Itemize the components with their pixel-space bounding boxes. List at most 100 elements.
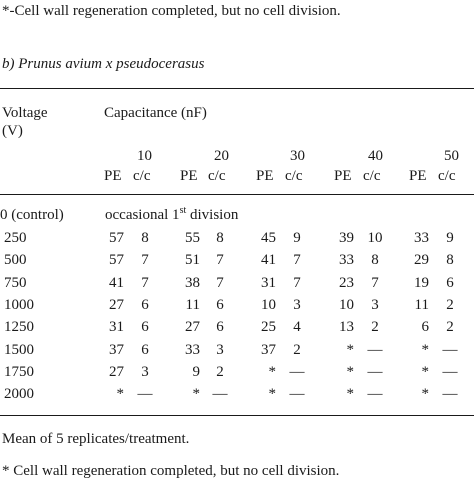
cc-cell: — <box>367 386 383 402</box>
voltage-cell: 1500 <box>4 342 34 358</box>
voltage-cell: 1000 <box>4 297 34 313</box>
voltage-cell: 2000 <box>4 386 34 402</box>
cc-cell: — <box>442 386 458 402</box>
cc-cell: — <box>367 364 383 380</box>
pe-header: PE <box>180 168 198 184</box>
pe-cell: 6 <box>421 319 430 335</box>
table-bottom-rule <box>0 415 474 416</box>
pe-cell: 51 <box>185 252 200 268</box>
pe-cell: 57 <box>109 252 124 268</box>
pe-header: PE <box>104 168 122 184</box>
cc-header: c/c <box>438 168 456 184</box>
pe-cell: 33 <box>339 252 354 268</box>
control-note-sup: st <box>179 205 187 216</box>
control-note-main: occasional 1 <box>105 207 180 223</box>
cc-cell: 7 <box>293 252 301 268</box>
cc-cell: 7 <box>141 252 149 268</box>
pe-cell: 37 <box>261 342 276 358</box>
voltage-cell: 1750 <box>4 364 34 380</box>
pe-cell: 31 <box>261 275 276 291</box>
cc-cell: 3 <box>141 364 149 380</box>
cc-cell: 8 <box>371 252 379 268</box>
cc-cell: 8 <box>446 252 454 268</box>
cc-cell: 3 <box>293 297 301 313</box>
pe-cell: 31 <box>109 319 124 335</box>
capacitance-value: 40 <box>368 148 383 164</box>
cc-cell: — <box>137 386 153 402</box>
pe-cell: 23 <box>339 275 354 291</box>
pe-cell: 41 <box>109 275 124 291</box>
cc-cell: 3 <box>371 297 379 313</box>
pe-cell: 29 <box>414 252 429 268</box>
cc-cell: 6 <box>216 297 224 313</box>
capacitance-value: 30 <box>290 148 305 164</box>
pe-cell: 9 <box>192 364 201 380</box>
pe-cell: * <box>346 386 355 402</box>
footnote-mean: Mean of 5 replicates/treatment. <box>2 431 190 447</box>
voltage-cell: 1250 <box>4 319 34 335</box>
cc-cell: 6 <box>446 275 454 291</box>
header-rule <box>0 194 474 195</box>
pe-cell: 11 <box>414 297 429 313</box>
pe-cell: * <box>192 386 201 402</box>
cc-cell: 7 <box>141 275 149 291</box>
section-title: b) Prunus avium x pseudocerasus <box>2 56 205 72</box>
cc-cell: 2 <box>446 297 454 313</box>
cc-cell: 2 <box>216 364 224 380</box>
cc-cell: 7 <box>216 275 224 291</box>
cc-cell: 6 <box>141 342 149 358</box>
pe-cell: 27 <box>109 364 124 380</box>
cc-cell: 7 <box>216 252 224 268</box>
cc-cell: 2 <box>371 319 379 335</box>
pe-cell: 33 <box>185 342 200 358</box>
cc-cell: — <box>442 364 458 380</box>
voltage-header: Voltage <box>2 105 48 121</box>
control-row-label: 0 (control) <box>0 207 64 223</box>
pe-cell: 57 <box>109 230 124 246</box>
pe-cell: 11 <box>185 297 200 313</box>
cc-cell: 3 <box>216 342 224 358</box>
pe-cell: 45 <box>261 230 276 246</box>
cc-header: c/c <box>363 168 381 184</box>
pe-cell: 10 <box>339 297 354 313</box>
voltage-cell: 250 <box>4 230 27 246</box>
pe-cell: * <box>346 364 355 380</box>
cc-header: c/c <box>208 168 226 184</box>
pe-cell: 13 <box>339 319 354 335</box>
pe-cell: 55 <box>185 230 200 246</box>
cc-cell: — <box>367 342 383 358</box>
cc-cell: 6 <box>216 319 224 335</box>
pe-header: PE <box>334 168 352 184</box>
control-row-note: occasional 1st division <box>105 205 238 224</box>
cc-cell: 8 <box>141 230 149 246</box>
cc-cell: 9 <box>293 230 301 246</box>
top-footnote: *-Cell wall regeneration completed, but … <box>2 3 341 19</box>
pe-cell: * <box>268 364 277 380</box>
cc-cell: 8 <box>216 230 224 246</box>
pe-cell: * <box>421 364 430 380</box>
capacitance-header: Capacitance (nF) <box>104 105 207 121</box>
capacitance-value: 10 <box>137 148 152 164</box>
pe-cell: * <box>346 342 355 358</box>
voltage-cell: 750 <box>4 275 27 291</box>
pe-cell: 27 <box>185 319 200 335</box>
pe-cell: 39 <box>339 230 354 246</box>
pe-cell: 38 <box>185 275 200 291</box>
pe-cell: 33 <box>414 230 429 246</box>
pe-cell: * <box>116 386 125 402</box>
pe-cell: * <box>421 342 430 358</box>
cc-header: c/c <box>285 168 303 184</box>
cc-cell: — <box>442 342 458 358</box>
cc-cell: — <box>289 386 305 402</box>
cc-header: c/c <box>133 168 151 184</box>
cc-cell: 4 <box>293 319 301 335</box>
cc-cell: 10 <box>367 230 383 246</box>
voltage-cell: 500 <box>4 252 27 268</box>
pe-cell: 41 <box>261 252 276 268</box>
pe-cell: 27 <box>109 297 124 313</box>
pe-cell: 19 <box>414 275 429 291</box>
cc-cell: 6 <box>141 319 149 335</box>
table-top-rule <box>0 88 474 89</box>
cc-cell: 2 <box>446 319 454 335</box>
cc-cell: 7 <box>371 275 379 291</box>
